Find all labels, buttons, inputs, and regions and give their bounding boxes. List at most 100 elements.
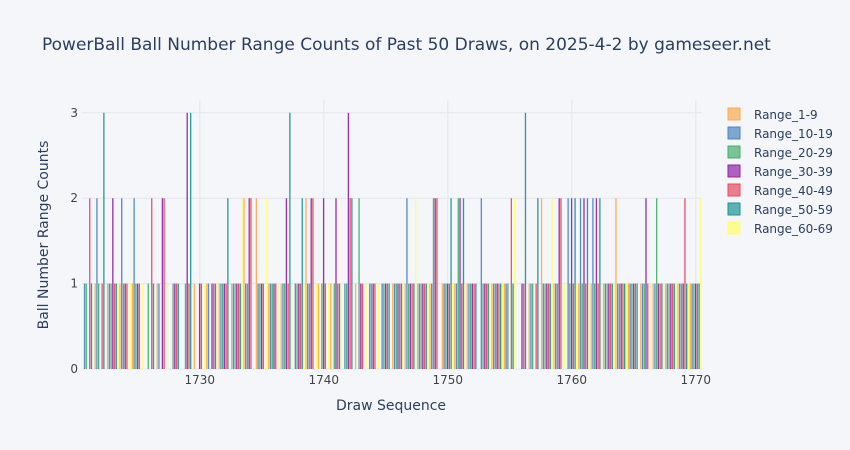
- bar-range-20-29-1722[interactable]: [98, 283, 100, 369]
- bar-range-10-19-1753[interactable]: [480, 198, 482, 369]
- bar-range-40-49-1730[interactable]: [200, 283, 203, 369]
- bar-range-40-49-1761[interactable]: [585, 283, 587, 369]
- bar-range-20-29-1748[interactable]: [420, 283, 422, 369]
- bar-range-40-49-1748[interactable]: [423, 283, 426, 369]
- bar-range-30-39-1748[interactable]: [422, 283, 424, 369]
- bar-range-60-69-1755[interactable]: [514, 198, 516, 369]
- bar-range-40-49-1752[interactable]: [473, 283, 475, 369]
- bar-range-20-29-1769[interactable]: [680, 283, 683, 369]
- bar-range-30-39-1769[interactable]: [682, 283, 684, 369]
- bar-range-1-9-1770[interactable]: [689, 283, 692, 369]
- bar-range-30-39-1768[interactable]: [670, 283, 672, 369]
- bar-range-1-9-1757[interactable]: [528, 283, 530, 369]
- bar-range-10-19-1735[interactable]: [257, 283, 259, 369]
- bar-range-40-49-1741[interactable]: [337, 283, 339, 369]
- bar-range-40-49-1766[interactable]: [647, 283, 649, 369]
- bar-range-60-69-1764[interactable]: [625, 283, 628, 369]
- bar-range-10-19-1739[interactable]: [307, 283, 309, 369]
- bar-range-10-19-1737[interactable]: [282, 283, 284, 369]
- bar-range-40-49-1744[interactable]: [374, 283, 376, 369]
- bar-range-60-69-1723[interactable]: [117, 283, 119, 369]
- bar-range-40-49-1731[interactable]: [213, 283, 215, 369]
- bar-range-50-59-1732[interactable]: [227, 198, 229, 369]
- bar-range-1-9-1739[interactable]: [305, 198, 307, 369]
- bar-range-1-9-1761[interactable]: [578, 283, 580, 369]
- bar-range-10-19-1770[interactable]: [691, 283, 693, 369]
- bar-range-30-39-1738[interactable]: [298, 283, 300, 369]
- bar-range-60-69-1763[interactable]: [613, 283, 615, 369]
- bar-range-1-9-1743[interactable]: [354, 283, 357, 369]
- bar-range-60-69-1767[interactable]: [662, 283, 665, 369]
- bar-range-40-49-1751[interactable]: [461, 283, 463, 369]
- bar-range-30-39-1741[interactable]: [335, 198, 337, 369]
- bar-range-20-29-1755[interactable]: [507, 283, 509, 369]
- bar-range-10-19-1738[interactable]: [294, 283, 296, 369]
- bar-range-10-19-1742[interactable]: [344, 283, 346, 369]
- bar-range-30-39-1760[interactable]: [570, 198, 573, 369]
- bar-range-50-59-1751[interactable]: [462, 198, 465, 369]
- bar-range-30-39-1734[interactable]: [248, 198, 250, 369]
- bar-range-10-19-1766[interactable]: [641, 283, 644, 369]
- bar-range-30-39-1767[interactable]: [657, 283, 660, 369]
- bar-range-60-69-1730[interactable]: [204, 283, 206, 369]
- bar-range-1-9-1732[interactable]: [218, 283, 220, 369]
- bar-range-30-39-1745[interactable]: [384, 283, 387, 369]
- bar-range-30-39-1742[interactable]: [347, 112, 350, 369]
- bar-range-50-59-1731[interactable]: [214, 283, 217, 369]
- bar-range-10-19-1749[interactable]: [431, 283, 433, 369]
- bar-range-20-29-1752[interactable]: [470, 283, 472, 369]
- bar-range-1-9-1758[interactable]: [540, 198, 543, 369]
- bar-range-10-19-1763[interactable]: [604, 283, 606, 369]
- bar-range-20-29-1725[interactable]: [135, 283, 137, 369]
- bar-range-1-9-1748[interactable]: [416, 283, 419, 369]
- bar-range-50-59-1764[interactable]: [624, 283, 626, 369]
- bar-range-1-9-1752[interactable]: [466, 283, 468, 369]
- bar-range-20-29-1757[interactable]: [532, 283, 534, 369]
- bar-range-20-29-1763[interactable]: [606, 283, 608, 369]
- bar-range-20-29-1750[interactable]: [445, 283, 447, 369]
- bar-range-30-39-1736[interactable]: [273, 283, 275, 369]
- bar-range-40-49-1740[interactable]: [324, 283, 327, 369]
- bar-range-40-49-1743[interactable]: [361, 283, 364, 369]
- bar-range-30-39-1763[interactable]: [608, 283, 610, 369]
- bar-range-40-49-1736[interactable]: [275, 283, 277, 369]
- bar-range-30-39-1729[interactable]: [186, 112, 188, 369]
- bar-range-30-39-1724[interactable]: [124, 283, 126, 369]
- bar-range-30-39-1723[interactable]: [112, 198, 114, 369]
- bar-range-60-69-1733[interactable]: [241, 198, 243, 369]
- bar-range-50-59-1738[interactable]: [301, 198, 303, 369]
- bar-range-40-49-1757[interactable]: [535, 283, 537, 369]
- bar-range-40-49-1762[interactable]: [597, 283, 599, 369]
- bar-range-10-19-1723[interactable]: [108, 283, 110, 369]
- bar-range-20-29-1768[interactable]: [668, 283, 670, 369]
- bar-range-40-49-1739[interactable]: [312, 198, 314, 369]
- bar-range-20-29-1754[interactable]: [494, 283, 497, 369]
- bar-range-60-69-1762[interactable]: [600, 283, 603, 369]
- bar-range-20-29-1741[interactable]: [333, 283, 335, 369]
- bar-range-20-29-1744[interactable]: [370, 283, 373, 369]
- bar-range-60-69-1758[interactable]: [551, 198, 553, 369]
- bar-range-50-59-1758[interactable]: [549, 283, 551, 369]
- bar-range-30-39-1739[interactable]: [310, 198, 312, 369]
- bar-range-10-19-1754[interactable]: [493, 283, 495, 369]
- bar-range-60-69-1753[interactable]: [489, 283, 491, 369]
- bar-range-1-9-1765[interactable]: [627, 283, 630, 369]
- bar-range-50-59-1752[interactable]: [475, 283, 477, 369]
- bar-range-60-69-1743[interactable]: [365, 283, 367, 369]
- bar-range-1-9-1731[interactable]: [206, 283, 208, 369]
- bar-range-10-19-1733[interactable]: [232, 283, 234, 369]
- bar-range-30-39-1751[interactable]: [459, 198, 461, 369]
- bar-range-20-29-1724[interactable]: [122, 283, 125, 369]
- bar-range-40-49-1767[interactable]: [659, 283, 661, 369]
- bar-range-40-49-1750[interactable]: [448, 283, 451, 369]
- bar-range-10-19-1722[interactable]: [96, 198, 98, 369]
- bar-range-50-59-1753[interactable]: [487, 283, 489, 369]
- bar-range-10-19-1721[interactable]: [83, 283, 86, 369]
- bar-range-50-59-1770[interactable]: [698, 283, 700, 369]
- bar-range-1-9-1737[interactable]: [280, 283, 282, 369]
- legend-item-range-40-49[interactable]: Range_40-49: [727, 183, 833, 198]
- bar-range-20-29-1733[interactable]: [234, 283, 236, 369]
- bar-range-30-39-1764[interactable]: [620, 283, 622, 369]
- legend-item-range-10-19[interactable]: Range_10-19: [727, 126, 833, 141]
- bar-range-40-49-1721[interactable]: [89, 198, 91, 369]
